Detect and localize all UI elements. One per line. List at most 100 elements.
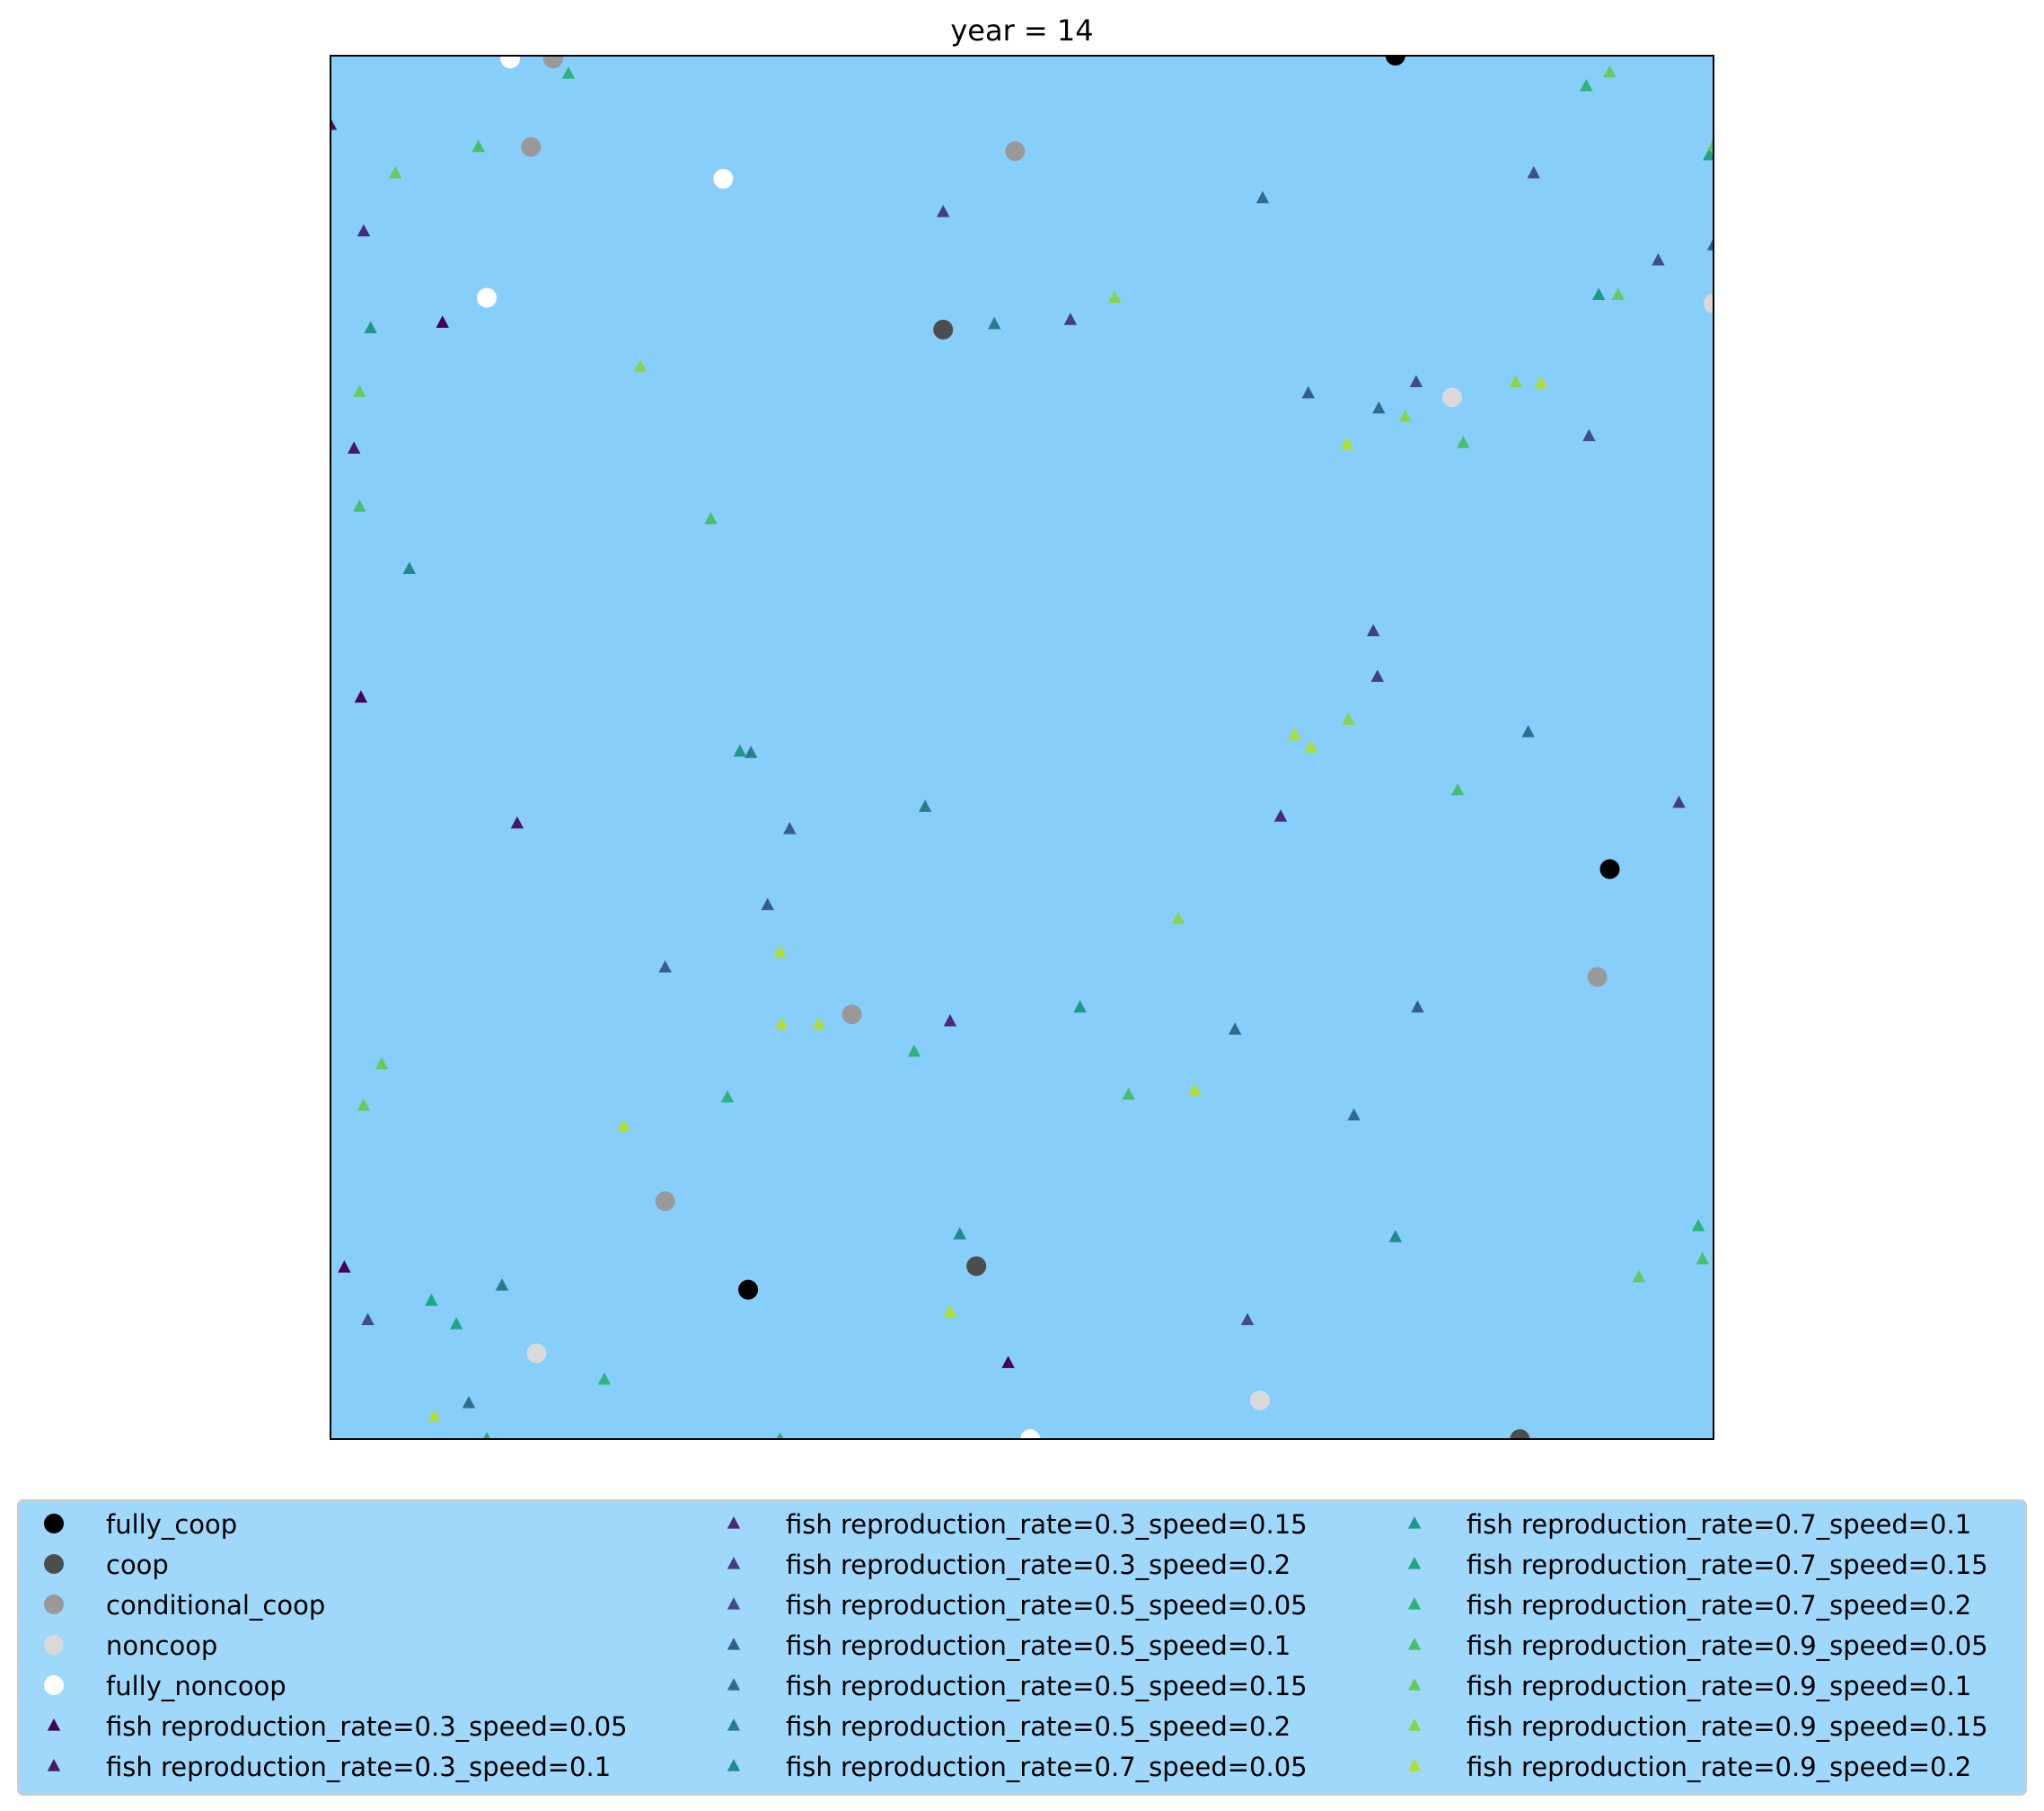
fish-point	[1063, 313, 1078, 325]
fish-point	[561, 66, 576, 79]
fish-point	[1580, 78, 1593, 92]
legend-label: fully_noncoop	[106, 1671, 286, 1701]
fisher-point	[1599, 859, 1620, 879]
fish-point	[462, 1395, 476, 1409]
legend-label: fully_coop	[106, 1509, 237, 1540]
fish-point	[520, 41, 533, 54]
legend-marker	[44, 1675, 64, 1695]
legend-label: fish reproduction_rate=0.7_speed=0.15	[1467, 1550, 1988, 1580]
fish-point	[1240, 1312, 1255, 1326]
fish-point	[402, 561, 416, 574]
fish-point	[1457, 436, 1470, 448]
fish-point	[1107, 290, 1122, 304]
fish-point	[919, 799, 932, 812]
fish-point	[943, 1013, 957, 1027]
fish-point	[1340, 437, 1354, 450]
fish-point	[353, 384, 366, 397]
legend-label: coop	[106, 1550, 169, 1580]
fish-point	[1255, 190, 1270, 204]
legend-marker	[727, 1516, 741, 1529]
fish-point	[1450, 782, 1465, 796]
fisher-point	[1020, 1429, 1041, 1439]
fish-point	[744, 746, 758, 758]
fisher-point	[1249, 1390, 1270, 1410]
fish-point	[338, 1260, 351, 1273]
fisher-point	[1441, 387, 1462, 408]
fish-point	[471, 139, 485, 153]
fish-point	[1370, 669, 1384, 683]
fish-point	[361, 1312, 374, 1326]
legend-marker	[1407, 1516, 1422, 1529]
legend-marker	[727, 1597, 741, 1610]
fish-point	[1171, 911, 1185, 924]
fish-point	[733, 744, 747, 757]
fish-point	[1703, 147, 1714, 161]
fish-point	[658, 959, 672, 973]
fish-point	[943, 1304, 957, 1317]
fish-point	[633, 359, 648, 373]
fish-point	[1696, 1251, 1709, 1265]
legend-label: fish reproduction_rate=0.9_speed=0.05	[1467, 1630, 1988, 1661]
fish-point	[1652, 252, 1665, 266]
fish-point	[1073, 1000, 1087, 1013]
legend-label: fish reproduction_rate=0.5_speed=0.2	[786, 1711, 1291, 1742]
legend-marker	[44, 1514, 64, 1533]
legend-marker	[47, 1718, 61, 1731]
legend-marker	[47, 1759, 61, 1771]
fish-point	[374, 1056, 389, 1070]
fish-point	[389, 165, 402, 179]
fish-point	[357, 224, 371, 237]
fish-point	[1534, 375, 1547, 389]
fish-point	[776, 1432, 784, 1439]
fish-point	[354, 690, 368, 703]
fisher-point	[500, 56, 521, 69]
legend-label: fish reproduction_rate=0.9_speed=0.2	[1467, 1752, 1971, 1782]
fish-point	[704, 511, 718, 525]
legend-label: fish reproduction_rate=0.5_speed=0.1	[786, 1630, 1291, 1661]
fish-point	[1672, 795, 1686, 808]
legend-label: fish reproduction_rate=0.3_speed=0.1	[106, 1752, 611, 1782]
fish-point	[1372, 401, 1386, 414]
fish-point	[1304, 740, 1318, 753]
fish-point	[1632, 1269, 1646, 1283]
legend-marker	[1407, 1718, 1422, 1731]
legend-label: noncoop	[106, 1630, 217, 1661]
legend-marker	[727, 1557, 741, 1569]
fisher-point	[1587, 967, 1608, 987]
plot-area	[330, 56, 1714, 1439]
chart-title: year = 14	[950, 13, 1093, 48]
fish-point	[1288, 728, 1301, 740]
fish-point	[1706, 237, 1714, 251]
fish-point	[449, 1317, 463, 1330]
fish-point	[1521, 725, 1535, 738]
fish-point	[1409, 375, 1423, 388]
fish-point	[347, 441, 361, 454]
legend-marker	[1407, 1597, 1422, 1610]
fish-point	[364, 321, 377, 333]
fisher-point	[1005, 141, 1026, 162]
fish-point	[774, 1017, 789, 1029]
fish-point	[436, 315, 449, 328]
fisher-point	[738, 1279, 759, 1300]
legend	[17, 1499, 2027, 1796]
fisher-point	[841, 1004, 862, 1025]
fish-point	[597, 1372, 612, 1385]
fisher-point	[477, 287, 498, 308]
fish-point	[1398, 409, 1412, 422]
fisher-point	[1385, 56, 1405, 66]
legend-label: fish reproduction_rate=0.9_speed=0.1	[1467, 1671, 1971, 1701]
fish-point	[1603, 65, 1617, 78]
legend-marker	[1407, 1678, 1422, 1691]
fish-point	[1366, 623, 1380, 637]
fisher-point	[1704, 293, 1714, 314]
legend-marker	[1407, 1557, 1422, 1569]
fish-point	[761, 897, 774, 911]
fish-point	[330, 118, 338, 130]
legend-label: fish reproduction_rate=0.5_speed=0.05	[786, 1590, 1308, 1621]
fish-point	[953, 1227, 966, 1240]
fisher-point	[526, 1343, 547, 1364]
fish-point	[1691, 1218, 1705, 1232]
fish-point	[425, 1294, 438, 1306]
